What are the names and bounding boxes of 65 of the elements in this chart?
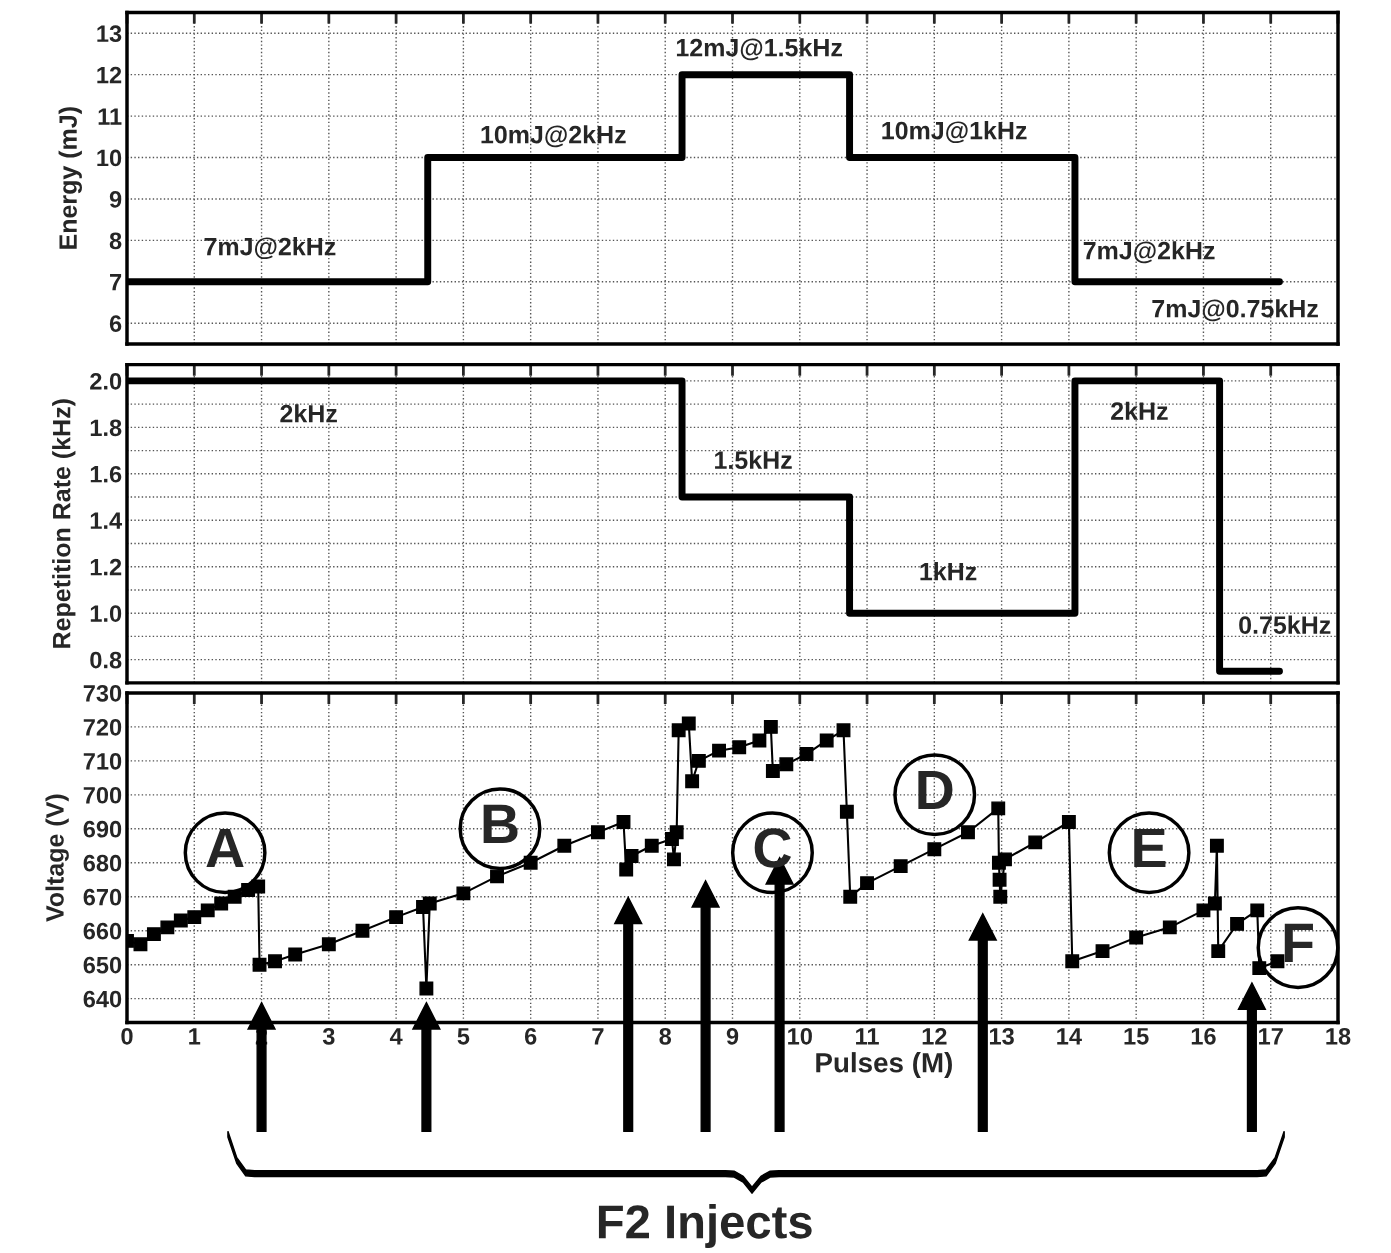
x-tick-label: 17 [1259, 1028, 1283, 1045]
y-tick-label: 11 [98, 108, 122, 125]
y-axis-title: Energy (mJ) [58, 107, 82, 249]
y-tick-label: 710 [83, 752, 122, 770]
y-tick-label: 1.2 [90, 558, 122, 576]
y-tick-label: 700 [83, 786, 122, 804]
y-tick-label: 1.8 [90, 419, 122, 437]
x-tick-label: 6 [524, 1027, 537, 1045]
annotation: B [483, 804, 518, 844]
annotation: 12mJ@1.5kHz [676, 38, 843, 61]
x-tick-label: 9 [726, 1027, 739, 1045]
y-tick-label: 9 [109, 191, 122, 208]
annotation: A [206, 828, 244, 868]
y-tick-label: 640 [83, 990, 122, 1008]
x-tick-label: 7 [592, 1028, 604, 1045]
x-tick-label: 3 [322, 1027, 335, 1045]
x-tick-label: 4 [389, 1028, 403, 1045]
y-tick-label: 1.6 [90, 465, 122, 483]
y-tick-label: 730 [83, 684, 122, 702]
x-axis-title: Pulses (M) [816, 1052, 952, 1078]
y-tick-label: 0.8 [90, 651, 122, 669]
x-tick-label: 13 [989, 1027, 1014, 1045]
x-tick-label: 14 [1057, 1028, 1082, 1045]
x-tick-label: 12 [922, 1027, 947, 1045]
y-axis-title: Voltage (V) [45, 794, 69, 922]
annotation: 7mJ@2kHz [1083, 241, 1215, 264]
x-tick-label: 18 [1326, 1027, 1351, 1045]
x-tick-label: 1 [189, 1028, 201, 1045]
annotation: 7mJ@2kHz [204, 237, 336, 260]
y-tick-label: 8 [109, 232, 122, 250]
y-tick-label: 10 [97, 149, 122, 167]
annotation: E [1134, 828, 1166, 868]
y-tick-label: 6 [109, 315, 122, 333]
y-tick-label: 1.4 [90, 512, 123, 529]
x-tick-label: 15 [1124, 1028, 1149, 1045]
x-tick-label: 11 [856, 1028, 879, 1045]
y-tick-label: 7 [110, 274, 122, 291]
y-tick-label: 12 [97, 66, 122, 84]
y-tick-label: 670 [83, 888, 122, 906]
y-tick-label: 660 [83, 922, 122, 940]
y-axis-title: Repetition Rate (kHz) [52, 399, 76, 648]
annotation: D [918, 770, 953, 810]
y-tick-label: 13 [97, 25, 122, 43]
y-tick-label: 2.0 [90, 372, 122, 390]
annotation: 1kHz [920, 562, 977, 581]
x-tick-label: 10 [788, 1027, 812, 1045]
annotation: 2kHz [280, 404, 337, 423]
annotation: 7mJ@0.75kHz [1152, 299, 1318, 322]
y-tick-label: 720 [83, 718, 122, 736]
text: F2 Injects [598, 1203, 812, 1248]
y-tick-label: 690 [83, 820, 122, 838]
x-tick-label: 16 [1191, 1027, 1216, 1045]
y-tick-label: 1.0 [90, 605, 122, 622]
annotation: 1.5kHz [715, 450, 792, 470]
annotation: F [1284, 923, 1313, 963]
y-tick-label: 680 [83, 854, 122, 872]
annotation: 0.75kHz [1239, 615, 1331, 634]
annotation: 10mJ@2kHz [481, 125, 626, 148]
annotation: C [754, 828, 791, 868]
annotation: 10mJ@1kHz [882, 121, 1027, 144]
annotation: 2kHz [1111, 401, 1168, 420]
x-tick-label: 5 [457, 1028, 470, 1045]
y-tick-label: 650 [83, 956, 122, 974]
x-tick-label: 8 [659, 1027, 672, 1045]
x-tick-label: 0 [121, 1027, 133, 1045]
